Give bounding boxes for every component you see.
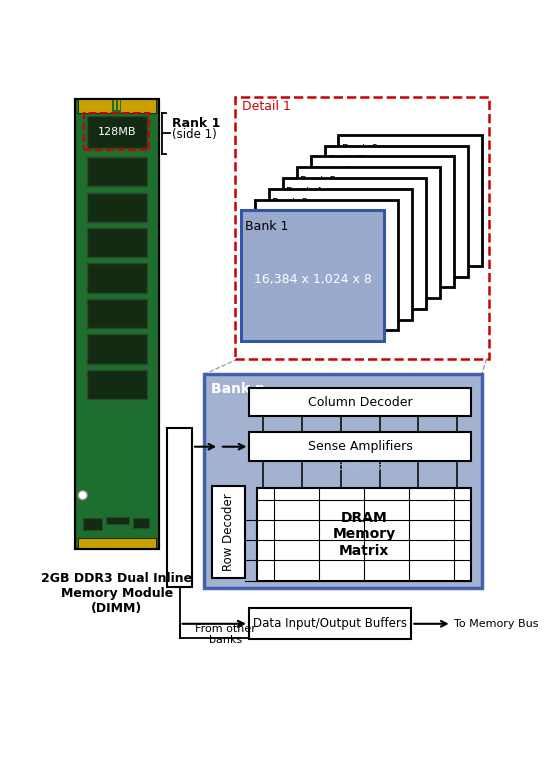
Text: ... rows ...: ... rows ...: [248, 508, 257, 556]
Bar: [114, 99, 116, 110]
Bar: [86, 193, 147, 222]
Text: ... columns ...: ... columns ...: [325, 462, 395, 472]
Bar: [152, 99, 155, 110]
Bar: [241, 210, 384, 341]
Text: From other
banks: From other banks: [195, 624, 256, 645]
Bar: [75, 99, 158, 549]
Bar: [311, 156, 454, 287]
Bar: [84, 99, 86, 110]
Bar: [235, 97, 489, 359]
Bar: [88, 99, 90, 110]
Text: Rank 1: Rank 1: [172, 117, 220, 130]
Bar: [122, 99, 124, 110]
Text: Bank 8: Bank 8: [342, 144, 378, 154]
Bar: [324, 146, 468, 277]
Bar: [118, 99, 120, 110]
Bar: [249, 432, 471, 462]
Bar: [135, 99, 138, 110]
Bar: [86, 370, 147, 399]
Text: Bank 3: Bank 3: [272, 198, 308, 208]
Bar: [112, 99, 122, 112]
Text: Bank 7: Bank 7: [328, 155, 364, 165]
Bar: [269, 189, 412, 320]
Bar: [167, 428, 192, 587]
Bar: [86, 157, 147, 186]
Text: Bank n: Bank n: [211, 382, 265, 396]
Bar: [75, 99, 158, 549]
Bar: [144, 99, 146, 110]
Bar: [80, 99, 82, 110]
Bar: [296, 168, 440, 298]
Bar: [106, 517, 129, 525]
Text: Row Decoder: Row Decoder: [222, 493, 235, 571]
Bar: [86, 334, 147, 364]
Text: DRAM
Memory
Matrix: DRAM Memory Matrix: [332, 512, 395, 558]
Bar: [101, 99, 103, 110]
Bar: [86, 116, 147, 148]
Text: 2GB DDR3 Dual Inline
Memory Module
(DIMM): 2GB DDR3 Dual Inline Memory Module (DIMM…: [41, 572, 192, 615]
Bar: [84, 113, 150, 150]
Text: Detail 1: Detail 1: [241, 100, 290, 113]
Bar: [338, 135, 482, 266]
Bar: [78, 537, 156, 548]
Text: Data Input/Output Buffers: Data Input/Output Buffers: [253, 617, 407, 631]
Text: To Memory Bus: To Memory Bus: [454, 619, 538, 629]
Bar: [148, 99, 150, 110]
Bar: [126, 99, 129, 110]
Bar: [205, 374, 482, 588]
Bar: [212, 486, 245, 578]
Text: Column Decoder: Column Decoder: [308, 396, 412, 409]
Bar: [92, 99, 95, 110]
Bar: [86, 264, 147, 293]
Text: Bank 4: Bank 4: [286, 187, 322, 197]
Text: Sense Amplifiers: Sense Amplifiers: [308, 440, 412, 453]
Text: Bank 6: Bank 6: [314, 166, 350, 176]
Bar: [139, 99, 141, 110]
Text: Bank 2: Bank 2: [258, 208, 294, 219]
Bar: [133, 518, 148, 528]
Text: Bank 1: Bank 1: [245, 220, 288, 233]
Bar: [249, 609, 411, 639]
Bar: [109, 99, 112, 110]
Text: Bank 5: Bank 5: [300, 177, 336, 186]
Bar: [86, 299, 147, 328]
Bar: [131, 99, 133, 110]
Text: 16,384 x 1,024 x 8: 16,384 x 1,024 x 8: [254, 273, 371, 286]
Bar: [105, 99, 107, 110]
Bar: [82, 518, 102, 530]
Bar: [255, 199, 398, 330]
Circle shape: [78, 490, 87, 500]
Bar: [249, 388, 471, 416]
Bar: [257, 488, 471, 581]
Bar: [283, 178, 426, 309]
Bar: [86, 228, 147, 257]
Bar: [78, 99, 156, 112]
Text: 128MB: 128MB: [97, 127, 136, 136]
Text: (side 1): (side 1): [172, 128, 217, 141]
Bar: [97, 99, 99, 110]
